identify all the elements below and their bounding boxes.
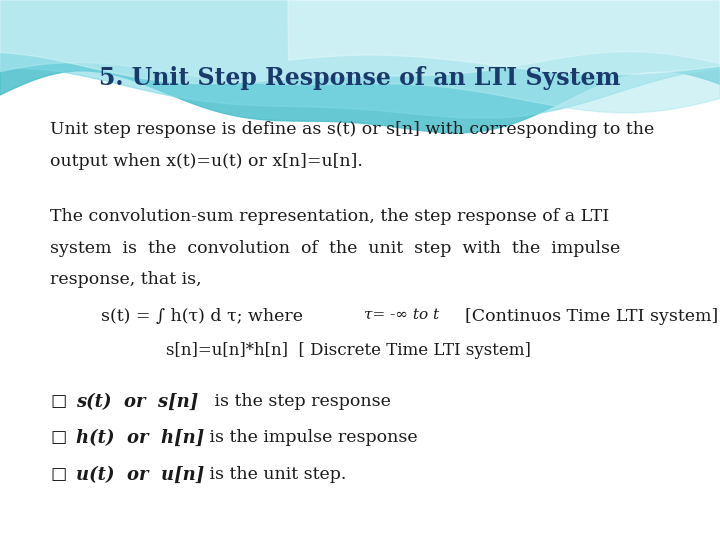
Text: output when x(t)=u(t) or x[n]=u[n].: output when x(t)=u(t) or x[n]=u[n]. (50, 153, 364, 170)
Text: Unit step response is define as s(t) or s[n] with corresponding to the: Unit step response is define as s(t) or … (50, 122, 654, 138)
Text: s(t)  or  s[n]: s(t) or s[n] (76, 393, 204, 410)
Text: is the unit step.: is the unit step. (204, 466, 346, 483)
Text: [Continuos Time LTI system]: [Continuos Time LTI system] (454, 308, 718, 325)
Text: is the impulse response: is the impulse response (204, 429, 418, 446)
Text: □: □ (50, 466, 67, 483)
Text: h(t)  or  h[n]: h(t) or h[n] (76, 429, 204, 447)
Text: is the step response: is the step response (209, 393, 391, 409)
Text: u(t)  or  u[n]: u(t) or u[n] (76, 466, 204, 484)
Text: s(t) = ∫ h(τ) d τ; where: s(t) = ∫ h(τ) d τ; where (101, 308, 308, 325)
Polygon shape (288, 0, 720, 75)
Polygon shape (0, 0, 720, 84)
Text: 5. Unit Step Response of an LTI System: 5. Unit Step Response of an LTI System (99, 66, 621, 90)
Polygon shape (0, 0, 720, 118)
Text: s[n]=u[n]*h[n]  [ Discrete Time LTI system]: s[n]=u[n]*h[n] [ Discrete Time LTI syste… (166, 342, 531, 359)
Text: system  is  the  convolution  of  the  unit  step  with  the  impulse: system is the convolution of the unit st… (50, 240, 621, 256)
Text: response, that is,: response, that is, (50, 271, 202, 288)
Text: □: □ (50, 393, 67, 409)
Text: τ= -∞ to t: τ= -∞ to t (364, 308, 438, 322)
Polygon shape (0, 0, 720, 133)
Text: The convolution-sum representation, the step response of a LTI: The convolution-sum representation, the … (50, 208, 610, 225)
Polygon shape (0, 0, 720, 113)
Text: □: □ (50, 429, 67, 446)
